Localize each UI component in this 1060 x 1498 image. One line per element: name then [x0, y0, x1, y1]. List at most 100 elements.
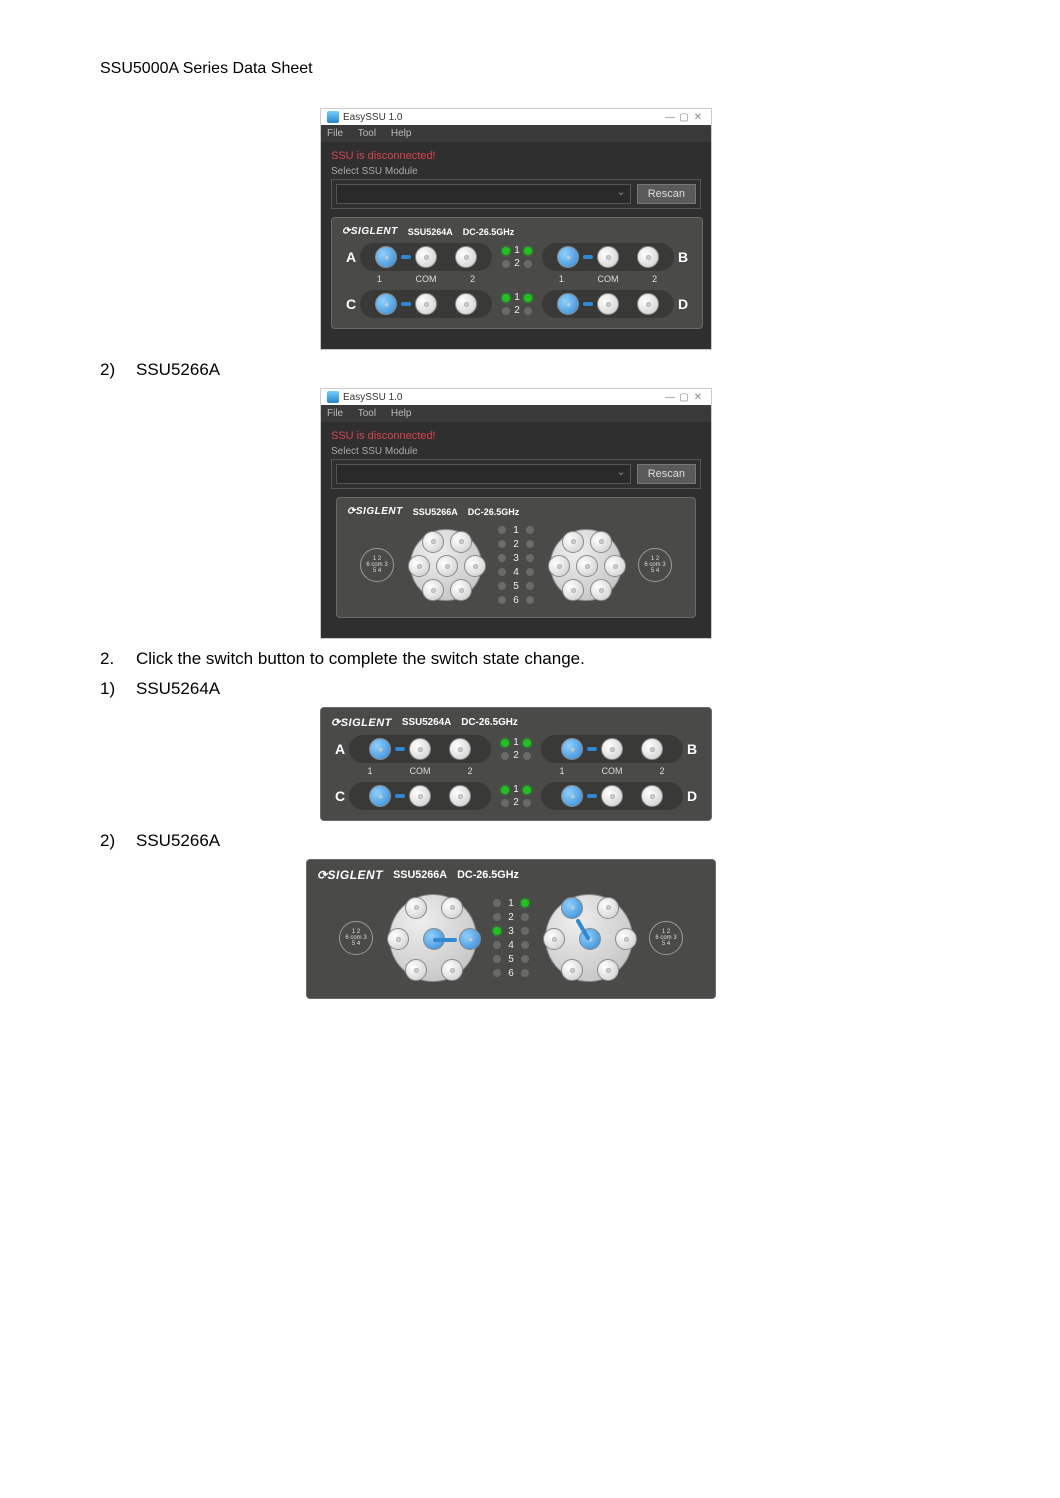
port-com[interactable] [597, 246, 619, 268]
ssu-module-combo[interactable] [336, 184, 631, 204]
port-2[interactable] [449, 738, 471, 760]
titlebar: EasySSU 1.0 — ▢ ✕ [321, 109, 711, 125]
rotary-switch[interactable] [539, 888, 639, 988]
rotary-port-5[interactable] [561, 959, 583, 981]
rotary-port-6[interactable] [387, 928, 409, 950]
ch-b: B [683, 741, 701, 757]
menu-help[interactable]: Help [391, 408, 412, 419]
rotary-port-4[interactable] [450, 579, 472, 601]
rotary-port-6[interactable] [543, 928, 565, 950]
port-com[interactable] [415, 246, 437, 268]
list-text: SSU5266A [136, 831, 220, 851]
port-1[interactable] [557, 246, 579, 268]
rotary-switch[interactable] [383, 888, 483, 988]
siglent-logo: ⟳SIGLENT [342, 226, 398, 237]
ch-d: D [683, 788, 701, 804]
port-com[interactable] [601, 738, 623, 760]
rotary-port-3[interactable] [615, 928, 637, 950]
menubar: File Tool Help [321, 405, 711, 422]
close-icon[interactable]: ✕ [691, 112, 705, 123]
spdt-switch[interactable] [360, 290, 492, 318]
port-2[interactable] [641, 785, 663, 807]
port-map-badge: 1 26 com 35 4 [649, 921, 683, 955]
port-1[interactable] [375, 293, 397, 315]
maximize-icon[interactable]: ▢ [677, 112, 691, 123]
menu-help[interactable]: Help [391, 128, 412, 139]
port-1[interactable] [369, 785, 391, 807]
rotary-switch[interactable] [544, 523, 628, 607]
rotary-com[interactable] [436, 555, 458, 577]
rotary-switch[interactable] [404, 523, 488, 607]
spec-label: DC-26.5GHz [461, 717, 518, 728]
app-icon [327, 111, 339, 123]
port-1[interactable] [561, 738, 583, 760]
port-2[interactable] [641, 738, 663, 760]
rotary-port-1[interactable] [405, 897, 427, 919]
rotary-port-5[interactable] [405, 959, 427, 981]
model-label: SSU5264A [402, 717, 451, 728]
led-pair: 1 2 [491, 784, 541, 808]
rotary-port-2[interactable] [597, 897, 619, 919]
menu-tool[interactable]: Tool [358, 408, 376, 419]
maximize-icon[interactable]: ▢ [677, 392, 691, 403]
port-2[interactable] [449, 785, 471, 807]
port-com[interactable] [597, 293, 619, 315]
spdt-switch[interactable] [542, 243, 674, 271]
app-title: EasySSU 1.0 [343, 392, 402, 403]
rotary-port-1[interactable] [422, 531, 444, 553]
spec-label: DC-26.5GHz [457, 869, 519, 881]
rotary-port-3[interactable] [604, 555, 626, 577]
port-1[interactable] [369, 738, 391, 760]
rotary-port-4[interactable] [597, 959, 619, 981]
port-1[interactable] [561, 785, 583, 807]
minimize-icon[interactable]: — [663, 392, 677, 403]
port-com[interactable] [409, 785, 431, 807]
rotary-port-2[interactable] [450, 531, 472, 553]
rotary-port-6[interactable] [548, 555, 570, 577]
port-1[interactable] [557, 293, 579, 315]
port-2[interactable] [455, 246, 477, 268]
close-icon[interactable]: ✕ [691, 392, 705, 403]
rotary-port-1[interactable] [562, 531, 584, 553]
menubar: File Tool Help [321, 125, 711, 142]
port-com[interactable] [415, 293, 437, 315]
rotary-port-1[interactable] [561, 897, 583, 919]
port-1[interactable] [375, 246, 397, 268]
menu-tool[interactable]: Tool [358, 128, 376, 139]
port-map-badge: 1 26 com 35 4 [360, 548, 394, 582]
led-column: 123456 [498, 525, 534, 606]
minimize-icon[interactable]: — [663, 112, 677, 123]
doc-header: SSU5000A Series Data Sheet [100, 60, 960, 78]
spdt-switch[interactable] [541, 782, 683, 810]
port-map-badge: 1 26 com 35 4 [339, 921, 373, 955]
spdt-switch[interactable] [349, 735, 491, 763]
rescan-button[interactable]: Rescan [637, 184, 696, 204]
rotary-port-3[interactable] [464, 555, 486, 577]
port-2[interactable] [637, 246, 659, 268]
list-num: 2) [100, 360, 136, 380]
rescan-button[interactable]: Rescan [637, 464, 696, 484]
spdt-switch[interactable] [349, 782, 491, 810]
app-icon [327, 391, 339, 403]
rotary-port-2[interactable] [441, 897, 463, 919]
spdt-switch[interactable] [360, 243, 492, 271]
port-2[interactable] [637, 293, 659, 315]
port-com[interactable] [601, 785, 623, 807]
rotary-port-6[interactable] [408, 555, 430, 577]
port-com[interactable] [409, 738, 431, 760]
list-num: 2) [100, 831, 136, 851]
ssu-module-combo[interactable] [336, 464, 631, 484]
rotary-com[interactable] [576, 555, 598, 577]
rotary-port-2[interactable] [590, 531, 612, 553]
spdt-switch[interactable] [541, 735, 683, 763]
rotary-port-4[interactable] [441, 959, 463, 981]
easyssu-window-5266: EasySSU 1.0 — ▢ ✕ File Tool Help SSU is … [320, 388, 712, 639]
port-2[interactable] [455, 293, 477, 315]
led-pair: 1 2 [492, 245, 542, 269]
rotary-port-4[interactable] [590, 579, 612, 601]
rotary-port-3[interactable] [459, 928, 481, 950]
spdt-switch[interactable] [542, 290, 674, 318]
select-ssu-label: Select SSU Module [331, 446, 701, 457]
menu-file[interactable]: File [327, 408, 343, 419]
menu-file[interactable]: File [327, 128, 343, 139]
